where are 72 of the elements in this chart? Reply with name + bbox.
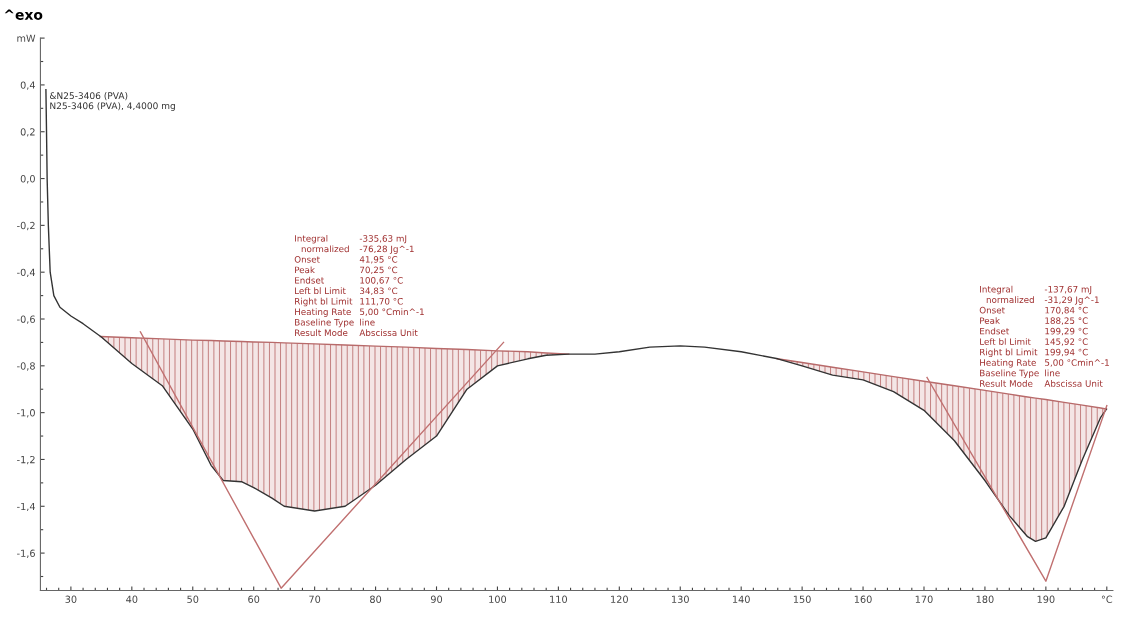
y-tick-label: -0,4 <box>17 268 36 278</box>
annotation: 145,92 °C <box>1045 338 1088 346</box>
annotation: Right bl Limit <box>980 348 1038 358</box>
x-tick-label: 110 <box>550 595 568 603</box>
annotation: Left bl Limit <box>980 338 1031 345</box>
y-tick-label: -0,6 <box>17 315 35 324</box>
annotation: Endset <box>980 327 1010 335</box>
x-tick-label: °C <box>1101 595 1113 603</box>
y-tick-label: -1,2 <box>17 455 35 465</box>
annotation: Result Mode <box>980 380 1033 387</box>
x-tick-label: 90 <box>430 595 443 603</box>
annotation: &N25-3406 (PVA) N25-3406 (PVA), 4,4000 mg <box>49 92 175 111</box>
x-tick-label: 60 <box>248 595 260 603</box>
annotation: -335,63 mJ <box>359 235 407 244</box>
annotation: Abscissa Unit <box>359 329 418 337</box>
annotation: Endset <box>295 276 325 284</box>
annotation: 5,00 °Cmin^-1 <box>360 308 424 316</box>
y-tick-label: -0,2 <box>17 221 35 231</box>
annotation: 170,84 °C <box>1045 306 1088 315</box>
annotation: 41,95 °C <box>359 256 398 264</box>
annotation: 100,67 °C <box>360 277 403 285</box>
y-tick-label: mW <box>17 34 36 42</box>
annotation: Onset <box>979 306 1005 314</box>
annotation: Heating Rate <box>295 308 351 317</box>
x-tick-label: 190 <box>1037 595 1055 603</box>
annotation: -76,28 Jg^-1 <box>359 245 414 254</box>
x-tick-label: 140 <box>732 595 750 603</box>
annotation: 70,25 °C <box>360 266 398 275</box>
annotation: 188,25 °C <box>1045 317 1088 325</box>
annotation: Integral <box>980 285 1013 295</box>
annotation: Result Mode <box>295 329 348 337</box>
x-tick-label: 130 <box>672 595 689 603</box>
y-tick-label: 0,0 <box>20 175 35 184</box>
x-tick-label: 150 <box>793 595 811 603</box>
y-tick-label: 0,2 <box>20 128 35 137</box>
annotation: Baseline Type <box>980 369 1039 379</box>
annotation: -31,29 Jg^-1 <box>1044 296 1099 305</box>
y-tick-label: -1,4 <box>17 502 36 512</box>
annotation: Peak <box>295 266 315 274</box>
annotation: Onset <box>294 256 320 263</box>
annotation: 199,94 °C <box>1045 348 1088 357</box>
x-tick-label: 70 <box>309 595 321 603</box>
annotation: 199,29 °C <box>1045 327 1088 336</box>
annotation: normalized <box>301 245 349 253</box>
y-tick-label: -0,8 <box>17 362 35 371</box>
annotation: normalized <box>986 296 1034 303</box>
x-tick-label: 180 <box>976 595 994 603</box>
annotation: Right bl Limit <box>295 297 353 307</box>
annotation: Heating Rate <box>980 359 1036 368</box>
annotation: 34,83 °C <box>360 287 398 295</box>
annotation: Abscissa Unit <box>1044 380 1103 387</box>
x-tick-label: 170 <box>915 595 933 603</box>
x-tick-label: 50 <box>187 595 199 603</box>
x-tick-label: 100 <box>489 595 507 603</box>
y-tick-label: -1,6 <box>17 549 35 558</box>
annotation: Peak <box>980 317 1000 324</box>
annotation: Left bl Limit <box>295 287 346 295</box>
x-tick-label: 30 <box>65 595 77 603</box>
annotation: line <box>1045 369 1060 377</box>
annotation: -137,67 mJ <box>1044 285 1092 295</box>
annotation: 111,70 °C <box>360 297 403 306</box>
annotation: Baseline Type <box>295 318 354 328</box>
y-tick-label: 0,4 <box>20 81 36 90</box>
annotation: Integral <box>295 234 328 244</box>
y-tick-label: -1,0 <box>17 409 35 418</box>
x-tick-label: 80 <box>370 595 382 603</box>
x-tick-label: 40 <box>126 595 138 603</box>
x-tick-label: 120 <box>611 595 628 603</box>
annotation: line <box>360 318 375 326</box>
chart-title: ^exo <box>4 9 43 20</box>
annotation: 5,00 °Cmin^-1 <box>1045 359 1109 367</box>
x-tick-label: 160 <box>854 595 872 603</box>
